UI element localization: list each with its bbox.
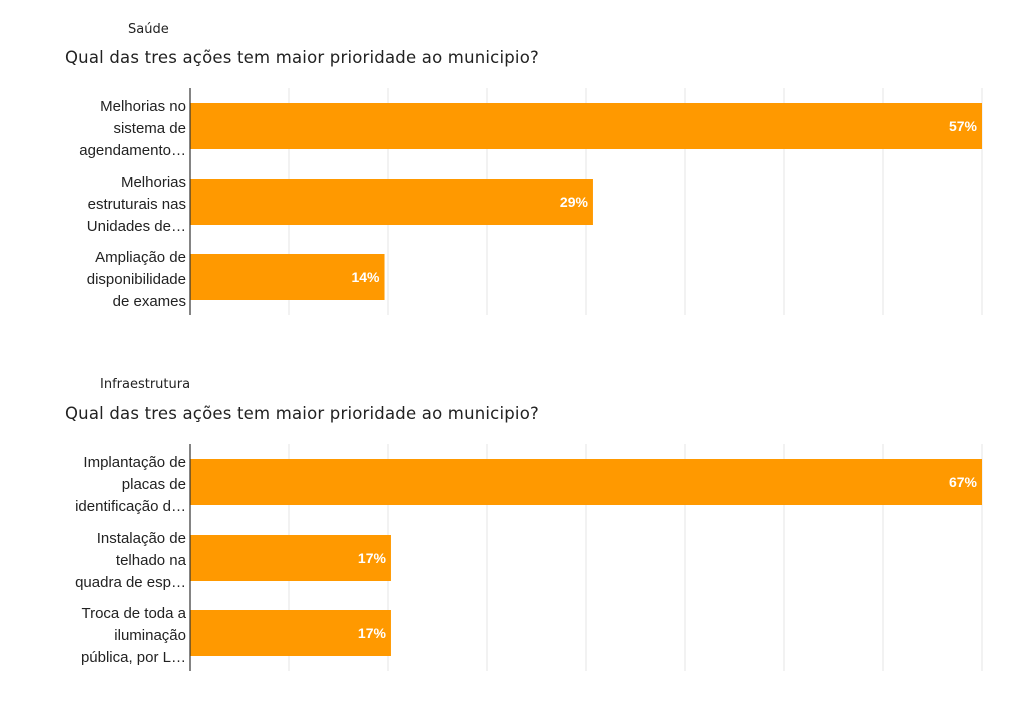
category-label: estruturais nas — [88, 196, 186, 213]
data-label: 17% — [358, 550, 387, 566]
chart-section-infraestrutura: Infraestrutura Qual das tres ações tem m… — [0, 360, 1031, 724]
section-label: Saúde — [128, 22, 169, 37]
data-label: 57% — [949, 118, 978, 134]
category-label: Melhorias — [121, 174, 186, 191]
bar — [190, 254, 385, 300]
category-label: de exames — [113, 293, 186, 310]
data-label: 67% — [949, 474, 978, 490]
category-label: Unidades de… — [87, 218, 186, 235]
chart-title: Qual das tres ações tem maior prioridade… — [65, 404, 539, 423]
category-label: placas de — [122, 476, 186, 493]
category-label: telhado na — [116, 552, 187, 569]
section-label: Infraestrutura — [100, 377, 191, 392]
bar-chart-infraestrutura: 67% Implantação de placas de identificação … — [75, 444, 983, 671]
category-label: identificação d… — [75, 498, 186, 515]
category-label: agendamento… — [79, 142, 186, 159]
category-label: sistema de — [113, 120, 186, 137]
bar — [190, 459, 982, 505]
data-label: 17% — [358, 625, 387, 641]
data-label: 14% — [351, 269, 380, 285]
bar — [190, 103, 982, 149]
category-label: pública, por L… — [81, 649, 186, 666]
category-label: disponibilidade — [87, 271, 186, 288]
category-label: iluminação — [114, 627, 186, 644]
category-label: Instalação de — [97, 530, 186, 547]
category-label: Melhorias no — [100, 98, 186, 115]
category-label: Implantação de — [83, 454, 186, 471]
bar-chart-saude: 57% Melhorias no sistema de agendamento… 29%… — [79, 88, 983, 315]
category-label: Troca de toda a — [81, 605, 186, 622]
category-label: Ampliação de — [95, 249, 186, 266]
chart-title: Qual das tres ações tem maior prioridade… — [65, 48, 539, 67]
data-label: 29% — [560, 194, 589, 210]
chart-section-saude: Saúde Qual das tres ações tem maior prio… — [0, 0, 1031, 360]
category-label: quadra de esp… — [75, 574, 186, 591]
bar — [190, 179, 593, 225]
bar — [190, 535, 391, 581]
bar — [190, 610, 391, 656]
